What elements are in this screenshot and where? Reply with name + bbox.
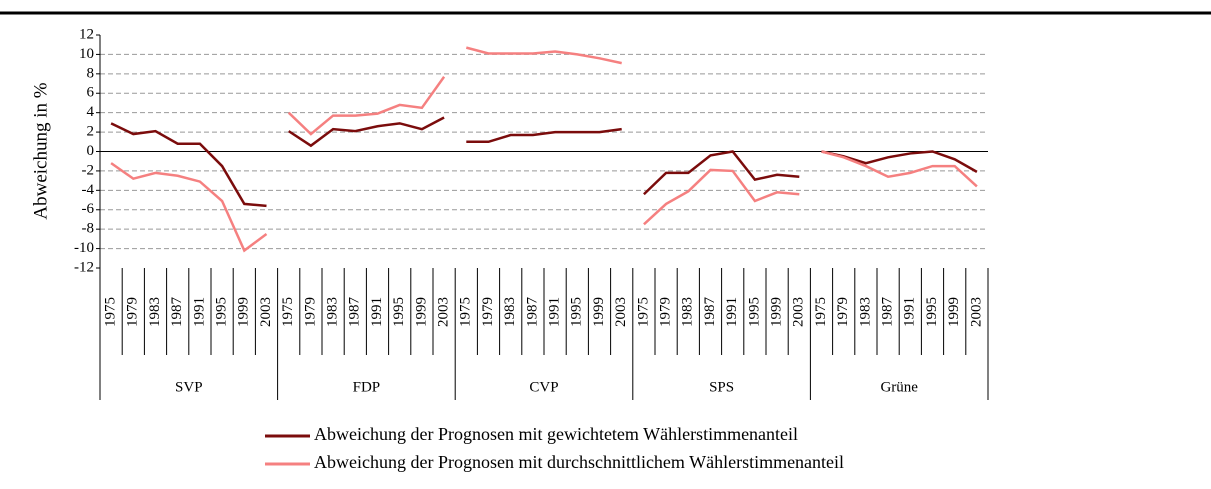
x-tick-label: 1991	[191, 297, 207, 327]
x-tick-label: 1987	[702, 297, 718, 328]
y-axis-label: Abweichung in %	[30, 82, 51, 219]
x-tick-label: 1987	[347, 297, 363, 328]
x-tick-label: 1987	[880, 297, 896, 328]
x-tick-label: 1975	[103, 297, 119, 327]
y-tick-label: -10	[74, 240, 94, 256]
x-tick-label: 2003	[613, 297, 629, 327]
group-label: SPS	[709, 379, 734, 395]
x-tick-label: 1975	[813, 297, 829, 327]
series-line	[287, 76, 446, 136]
y-tick-label: 8	[87, 65, 95, 81]
x-tick-label: 1983	[502, 297, 518, 327]
x-tick-label: 1983	[680, 297, 696, 327]
x-tick-label: 1991	[369, 297, 385, 327]
y-tick-label: -2	[82, 162, 95, 178]
x-tick-label: 1979	[658, 297, 674, 327]
series-line	[465, 46, 622, 65]
x-tick-label: 1999	[236, 297, 252, 327]
x-tick-label: 1979	[302, 297, 318, 327]
group-label: CVP	[529, 379, 558, 395]
legend-label: Abweichung der Prognosen mit durchschnit…	[314, 452, 844, 472]
x-tick-label: 2003	[968, 297, 984, 327]
legend-label: Abweichung der Prognosen mit gewichtetem…	[314, 424, 798, 444]
x-tick-label: 1995	[391, 297, 407, 327]
x-tick-label: 1975	[635, 297, 651, 327]
y-tick-label: -6	[82, 201, 95, 217]
y-tick-label: 4	[87, 104, 95, 120]
series-line	[821, 150, 978, 173]
x-tick-label: 1979	[480, 297, 496, 327]
series-line	[643, 168, 800, 226]
group-label: FDP	[353, 379, 381, 395]
x-tick-label: 1999	[591, 297, 607, 327]
y-tick-label: 2	[87, 124, 95, 140]
y-tick-label: -8	[82, 221, 95, 237]
x-tick-label: 1987	[524, 297, 540, 328]
y-tick-label: 10	[79, 46, 94, 62]
x-tick-label: 2003	[258, 297, 274, 327]
x-tick-label: 1987	[169, 297, 185, 328]
x-tick-label: 1995	[924, 297, 940, 327]
series-line	[288, 116, 445, 148]
series-line	[110, 162, 268, 253]
x-tick-label: 1991	[547, 297, 563, 327]
x-tick-label: 1999	[769, 297, 785, 327]
x-tick-label: 2003	[436, 297, 452, 327]
series-line	[110, 122, 267, 208]
x-tick-label: 1983	[325, 297, 341, 327]
y-tick-label: 12	[79, 26, 94, 42]
x-tick-label: 1999	[413, 297, 429, 327]
x-tick-label: 1999	[946, 297, 962, 327]
x-tick-label: 2003	[791, 297, 807, 327]
x-tick-label: 1995	[746, 297, 762, 327]
y-tick-label: -12	[74, 259, 94, 275]
series-line	[466, 127, 622, 144]
x-tick-label: 1979	[125, 297, 141, 327]
x-tick-label: 1975	[280, 297, 296, 327]
group-label: Grüne	[880, 379, 918, 395]
series-line	[821, 150, 978, 188]
y-tick-label: 0	[87, 143, 95, 159]
y-tick-label: -4	[82, 182, 95, 198]
x-tick-label: 1983	[857, 297, 873, 327]
x-tick-label: 1991	[902, 297, 918, 327]
x-tick-label: 1995	[569, 297, 585, 327]
series-line	[643, 150, 800, 196]
x-tick-label: 1975	[458, 297, 474, 327]
group-label: SVP	[175, 379, 203, 395]
x-tick-label: 1991	[724, 297, 740, 327]
x-tick-label: 1995	[214, 297, 230, 327]
x-tick-label: 1983	[147, 297, 163, 327]
x-tick-label: 1979	[835, 297, 851, 327]
y-tick-label: 6	[87, 85, 95, 101]
